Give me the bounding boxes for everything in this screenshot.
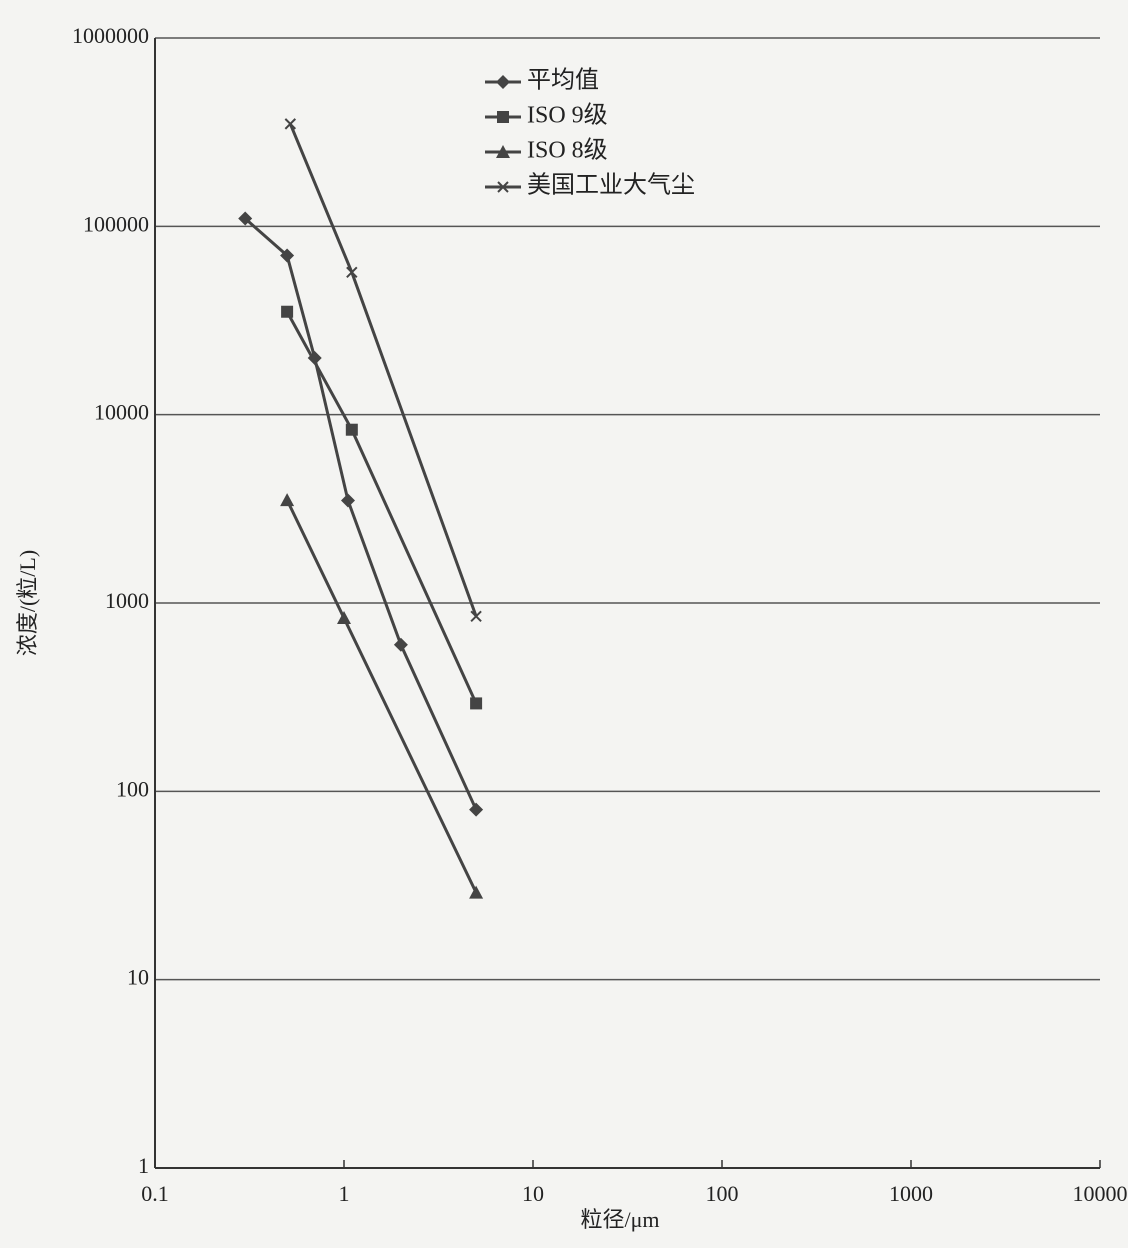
legend-label: 平均值 [527, 67, 599, 94]
marker [470, 697, 483, 710]
legend-label: ISO 9级 [527, 102, 608, 129]
x-tick-label: 10000 [1073, 1181, 1128, 1206]
marker [238, 211, 253, 226]
marker [281, 305, 294, 318]
marker [346, 266, 358, 279]
marker [497, 111, 509, 123]
y-tick-label: 1 [138, 1153, 149, 1178]
marker [337, 611, 351, 625]
y-tick-label: 100000 [83, 211, 149, 236]
marker [469, 802, 484, 817]
series-line [244, 217, 478, 811]
marker [280, 493, 295, 507]
y-tick-label: 10 [127, 965, 149, 990]
series-line [285, 499, 478, 894]
x-tick-label: 1000 [889, 1181, 933, 1206]
legend-label: 美国工业大气尘 [527, 172, 695, 199]
x-tick-label: 1 [339, 1181, 350, 1206]
legend-label: ISO 8级 [527, 137, 608, 164]
x-tick-label: 100 [706, 1181, 739, 1206]
x-axis-label: 粒径/μm [580, 1207, 659, 1232]
marker [284, 118, 297, 130]
marker [470, 610, 482, 623]
x-tick-label: 0.1 [141, 1181, 169, 1206]
marker [393, 637, 408, 652]
y-axis-label: 浓度/(粒/L) [15, 550, 40, 656]
y-tick-label: 10000 [94, 400, 149, 425]
marker [496, 75, 510, 89]
series-line [285, 311, 478, 705]
y-tick-label: 100 [116, 776, 149, 801]
marker [496, 145, 510, 158]
y-tick-label: 1000 [105, 588, 149, 613]
y-tick-label: 1000000 [72, 23, 149, 48]
marker [345, 423, 358, 436]
marker [280, 248, 295, 263]
x-tick-label: 10 [522, 1181, 544, 1206]
marker [341, 493, 356, 508]
marker [469, 885, 484, 899]
marker [497, 181, 509, 193]
